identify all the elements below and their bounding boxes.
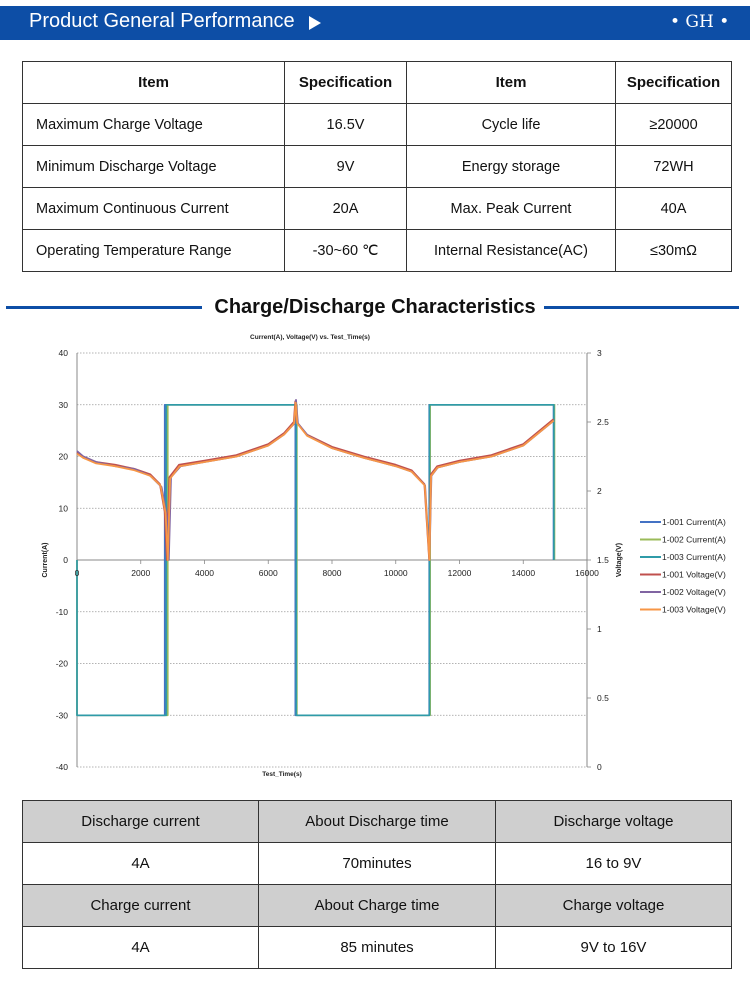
y2-tick-label: 2.5 (597, 417, 609, 427)
series-line (76, 399, 555, 561)
spec-item: Cycle life (406, 103, 616, 146)
legend-label: 1-003 Current(A) (662, 552, 726, 562)
series-line (76, 404, 555, 717)
table-row: 4A 70minutes 16 to 9V (22, 842, 732, 885)
table-row: Maximum Charge Voltage 16.5V Cycle life … (22, 103, 732, 146)
chart-legend: 1-001 Current(A) 1-002 Current(A) 1-003 Cu… (640, 517, 726, 615)
discharge-value: 4A (22, 842, 259, 885)
charge-value: 9V to 16V (495, 926, 732, 969)
spec-item: Minimum Discharge Voltage (22, 145, 285, 188)
spec-value: 16.5V (284, 103, 407, 146)
y2-tick-label: 1.5 (597, 555, 609, 565)
x-tick-label: 12000 (448, 568, 472, 578)
x-tick-label: 4000 (195, 568, 214, 578)
spec-value: -30~60 ℃ (284, 229, 407, 272)
y-tick-label: -30 (56, 710, 69, 720)
y-tick-label: -10 (56, 607, 69, 617)
spec-item: Max. Peak Current (406, 187, 616, 230)
chart-axes (76, 352, 591, 768)
y-tick-label: 40 (59, 348, 69, 358)
spec-item: Maximum Charge Voltage (22, 103, 285, 146)
y2-tick-label: 2 (597, 486, 602, 496)
play-arrow-icon (309, 16, 321, 30)
x-tick-label: 14000 (511, 568, 535, 578)
legend-label: 1-002 Current(A) (662, 535, 726, 545)
y-tick-label: -40 (56, 762, 69, 772)
spec-item: Internal Resistance(AC) (406, 229, 616, 272)
section-divider-right (541, 306, 739, 309)
y2-axis-label: Voltage(V) (616, 543, 623, 577)
y-tick-label: -20 (56, 659, 69, 669)
y2-tick-label: 3 (597, 348, 602, 358)
table-row: Charge current About Charge time Charge … (22, 884, 732, 927)
discharge-value: 70minutes (258, 842, 496, 885)
spec-value: 20A (284, 187, 407, 230)
chart-title: Current(A), Voltage(V) vs. Test_Time(s) (250, 334, 370, 341)
y-tick-label: 10 (59, 503, 69, 513)
spec-value: 72WH (615, 145, 732, 188)
legend-label: 1-001 Voltage(V) (662, 570, 726, 580)
spec-header-row: Item Specification Item Specification (22, 61, 732, 104)
header-title: Product General Performance (29, 10, 295, 32)
spec-value: ≤30mΩ (615, 229, 732, 272)
x-tick-label: 8000 (323, 568, 342, 578)
spec-item: Energy storage (406, 145, 616, 188)
y-axis-label: Current(A) (42, 543, 49, 578)
table-row: Discharge current About Discharge time D… (22, 800, 732, 843)
discharge-value: 16 to 9V (495, 842, 732, 885)
cycle-table: Discharge current About Discharge time D… (22, 800, 732, 969)
series-line (76, 400, 555, 561)
spec-header-item: Item (406, 61, 616, 104)
section-title: Charge/Discharge Characteristics (0, 296, 750, 319)
spec-header-specification: Specification (284, 61, 407, 104)
header-bar: Product General Performance • GH • (0, 6, 750, 40)
table-row: Operating Temperature Range -30~60 ℃ Int… (22, 229, 732, 272)
y-tick-label: 30 (59, 400, 69, 410)
x-tick-label: 16000 (575, 568, 599, 578)
charge-value: 85 minutes (258, 926, 496, 969)
y2-tick-label: 1 (597, 624, 602, 634)
x-axis-label: Test_Time(s) (262, 771, 302, 778)
charge-header: Charge current (22, 884, 259, 927)
charge-header: Charge voltage (495, 884, 732, 927)
table-row: Minimum Discharge Voltage 9V Energy stor… (22, 145, 732, 188)
spec-item: Maximum Continuous Current (22, 187, 285, 230)
y-tick-label: 0 (63, 555, 68, 565)
y2-tick-label: 0 (597, 762, 602, 772)
spec-value: ≥20000 (615, 103, 732, 146)
discharge-header: Discharge voltage (495, 800, 732, 843)
series-line (76, 401, 555, 561)
spec-table: Item Specification Item Specification Ma… (22, 61, 732, 272)
table-row: 4A 85 minutes 9V to 16V (22, 926, 732, 969)
brand-logo: • GH • (670, 12, 730, 32)
spec-value: 9V (284, 145, 407, 188)
discharge-header: About Discharge time (258, 800, 496, 843)
spec-header-item: Item (22, 61, 285, 104)
legend-label: 1-001 Current(A) (662, 517, 726, 527)
y-tick-label: 20 (59, 452, 69, 462)
spec-value: 40A (615, 187, 732, 230)
x-tick-label: 6000 (259, 568, 278, 578)
legend-label: 1-002 Voltage(V) (662, 587, 726, 597)
spec-item: Operating Temperature Range (22, 229, 285, 272)
discharge-header: Discharge current (22, 800, 259, 843)
x-tick-label: 2000 (131, 568, 150, 578)
section-divider-left (6, 306, 202, 309)
section-title-text: Charge/Discharge Characteristics (206, 296, 544, 318)
table-row: Maximum Continuous Current 20A Max. Peak… (22, 187, 732, 230)
charge-header: About Charge time (258, 884, 496, 927)
y2-tick-label: 0.5 (597, 693, 609, 703)
spec-header-specification: Specification (615, 61, 732, 104)
chart-series (76, 399, 556, 717)
x-tick-label: 10000 (384, 568, 408, 578)
charge-value: 4A (22, 926, 259, 969)
legend-label: 1-003 Voltage(V) (662, 605, 726, 615)
x-tick-label: 0 (75, 568, 80, 578)
